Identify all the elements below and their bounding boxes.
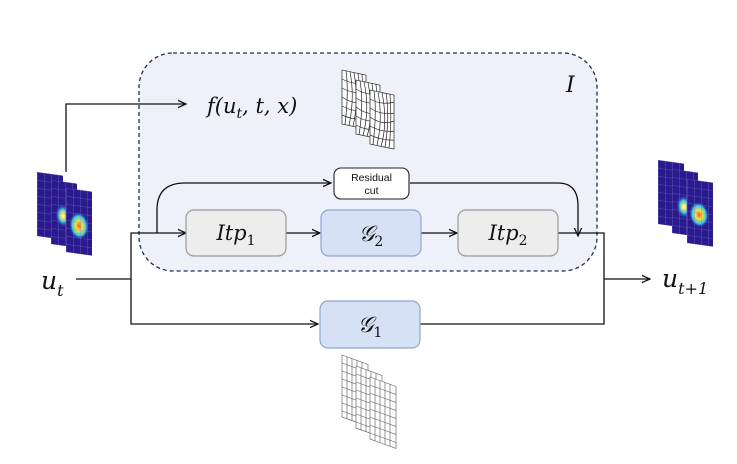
itp2-block: [457, 209, 559, 257]
region-label: I: [565, 73, 576, 98]
output-field-stack: [658, 160, 713, 247]
regular-mesh-stack: [341, 354, 397, 449]
residual-cut-line2: cut: [364, 185, 378, 197]
residual-cut-box: [333, 167, 410, 200]
g2-label: 𝒢2: [359, 222, 384, 250]
deformed-mesh-stack: [341, 69, 395, 150]
input-trunk: [76, 233, 186, 280]
g2-block: [320, 209, 422, 257]
g1-block: [319, 300, 421, 349]
input-field-stack: [37, 172, 92, 256]
itp1-block: [185, 209, 287, 257]
itp1-label: Itp1: [215, 221, 255, 249]
connections: [65, 104, 650, 324]
output-label: ut+1: [662, 264, 708, 298]
g1-label: 𝒢1: [358, 313, 383, 341]
itp2-label: Itp2: [487, 221, 527, 249]
residual-in: [156, 183, 331, 233]
residual-out: [410, 182, 578, 236]
forcing-label: f(ut, t, x): [205, 94, 297, 122]
input-label: ut: [41, 266, 64, 300]
forcing-arrow: [65, 104, 186, 172]
residual-cut-line1: Residual: [351, 172, 392, 184]
g1-path-in: [130, 279, 318, 324]
